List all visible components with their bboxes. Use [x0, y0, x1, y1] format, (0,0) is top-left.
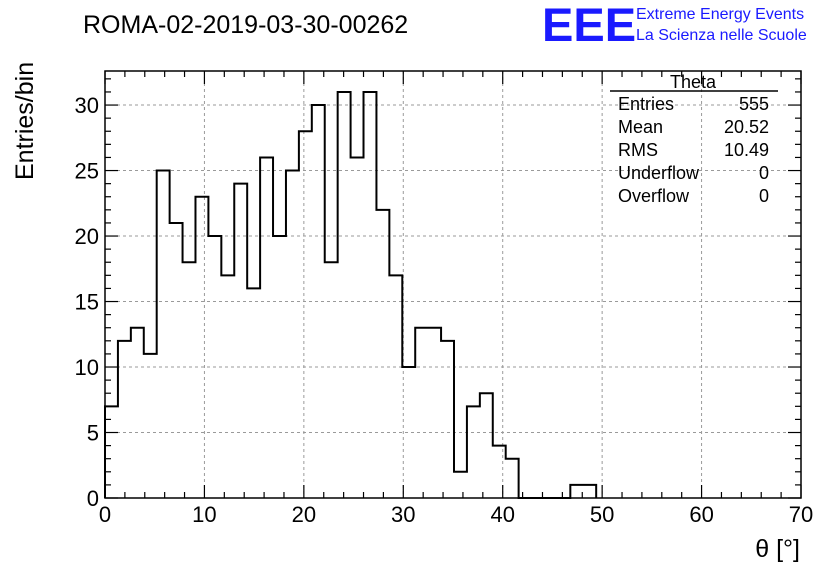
stats-value-entries: 555 — [739, 94, 769, 114]
histogram-bin — [299, 131, 312, 498]
histogram-bin — [325, 262, 338, 498]
histogram-bin — [428, 328, 441, 498]
y-tick-label: 5 — [87, 421, 99, 446]
histogram — [104, 90, 598, 499]
logo-line-2: La Scienza nelle Scuole — [636, 27, 807, 44]
histogram-bin — [260, 157, 273, 498]
histogram-bin — [493, 446, 506, 498]
stats-label-mean: Mean — [618, 117, 663, 137]
histogram-bin — [157, 171, 170, 498]
histogram-bin — [402, 367, 415, 498]
histogram-bin — [480, 393, 493, 498]
histogram-bin — [467, 406, 480, 498]
run-title: ROMA-02-2019-03-30-00262 — [83, 11, 408, 39]
stats-title: Theta — [670, 72, 717, 92]
histogram-bin — [454, 472, 467, 498]
histogram-bin — [389, 275, 402, 498]
stats-label-underflow: Underflow — [618, 163, 700, 183]
histogram-bin — [351, 157, 364, 498]
histogram-outline — [104, 90, 598, 499]
x-tick-label: 10 — [192, 502, 216, 527]
axis-ticks — [104, 71, 802, 499]
stats-label-entries: Entries — [618, 94, 674, 114]
x-tick-label: 30 — [391, 502, 415, 527]
y-tick-label: 30 — [75, 93, 99, 118]
x-tick-label: 40 — [490, 502, 514, 527]
eee-logo: EEE — [542, 0, 636, 51]
x-axis-label: θ [°] — [755, 535, 800, 563]
histogram-bin — [286, 171, 299, 498]
x-tick-label: 60 — [689, 502, 713, 527]
histogram-bin — [170, 223, 183, 498]
histogram-bin — [312, 105, 325, 498]
histogram-bin — [583, 485, 596, 498]
x-tick-label: 50 — [590, 502, 614, 527]
y-tick-label: 20 — [75, 224, 99, 249]
stats-label-overflow: Overflow — [618, 186, 690, 206]
x-tick-label: 70 — [789, 502, 813, 527]
histogram-bin — [364, 92, 377, 498]
histogram-bin — [441, 341, 454, 498]
stats-value-overflow: 0 — [759, 186, 769, 206]
histogram-bin — [144, 354, 157, 498]
y-tick-label: 0 — [87, 486, 99, 511]
stats-value-rms: 10.49 — [724, 140, 769, 160]
histogram-bin — [118, 341, 131, 498]
histogram-bin — [338, 92, 351, 498]
y-axis-label: Entries/bin — [11, 62, 39, 180]
stats-box: Theta Entries 555 Mean 20.52 RMS 10.49 U… — [610, 72, 778, 206]
histogram-bin — [131, 328, 144, 498]
histogram-bin — [570, 485, 583, 498]
y-tick-label: 10 — [75, 355, 99, 380]
histogram-bin — [195, 197, 208, 498]
histogram-bin — [376, 210, 389, 498]
histogram-bin — [506, 459, 519, 498]
histogram-bin — [208, 236, 221, 498]
stats-value-mean: 20.52 — [724, 117, 769, 137]
histogram-bin — [105, 406, 118, 498]
histogram-bin — [183, 262, 196, 498]
x-tick-label: 0 — [99, 502, 111, 527]
y-tick-label: 15 — [75, 290, 99, 315]
x-tick-label: 20 — [292, 502, 316, 527]
histogram-bin — [234, 184, 247, 498]
tick-labels: 0 10 20 30 40 50 60 70 0 5 10 15 20 25 30 — [75, 93, 814, 527]
histogram-bin — [247, 288, 260, 498]
stats-label-rms: RMS — [618, 140, 658, 160]
y-tick-label: 25 — [75, 159, 99, 184]
histogram-bin — [221, 275, 234, 498]
plot-frame — [104, 70, 802, 499]
logo-line-1: Extreme Energy Events — [636, 6, 804, 23]
histogram-bin — [415, 328, 428, 498]
histogram-bin — [273, 236, 286, 498]
stats-value-underflow: 0 — [759, 163, 769, 183]
